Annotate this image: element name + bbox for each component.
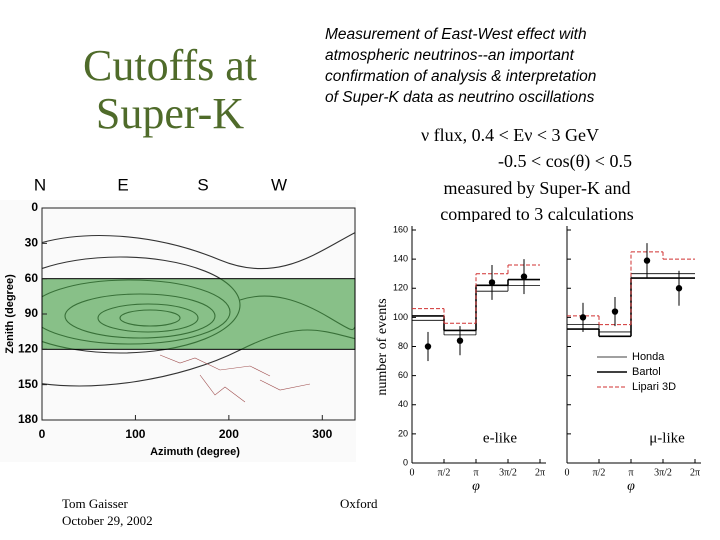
legend-label: Bartol — [632, 366, 661, 378]
date: October 29, 2002 — [62, 513, 153, 528]
y-tick-label: 60 — [25, 271, 39, 285]
x-axis-label: Azimuth (degree) — [150, 446, 240, 458]
y-tick-label: 100 — [393, 312, 408, 322]
direction: E — [117, 175, 128, 194]
description-line: atmospheric neutrinos--an important — [325, 47, 575, 64]
x-tick-label: 100 — [125, 427, 145, 441]
x-tick-label: 0 — [565, 467, 570, 478]
caption-line: compared to 3 calculations — [440, 204, 633, 224]
coastline — [159, 354, 311, 403]
y-tick-label: 150 — [18, 377, 38, 391]
y-tick-label: 180 — [18, 412, 38, 426]
caption-line: measured by Super-K and — [443, 178, 630, 198]
y-tick-label: 0 — [31, 200, 38, 214]
data-point — [488, 279, 496, 286]
y-tick-label: 20 — [398, 428, 408, 438]
author: Tom Gaisser — [62, 496, 129, 511]
data-point — [675, 285, 683, 292]
legend-label: Lipari 3D — [632, 381, 676, 393]
figure-background — [368, 222, 708, 497]
y-tick-label: 0 — [403, 457, 408, 467]
y-tick-label: 60 — [398, 370, 408, 380]
y-tick-label: 80 — [398, 341, 408, 351]
description-line: of Super-K data as neutrino oscillations — [325, 89, 595, 106]
data-point — [579, 314, 587, 321]
highlight-band — [41, 278, 356, 350]
coastlines — [159, 354, 311, 403]
data-point — [643, 257, 651, 264]
x-axis-label: φ — [472, 479, 480, 494]
x-tick-label: 3π/2 — [654, 467, 672, 478]
x-tick-label: π/2 — [438, 467, 451, 478]
direction: S — [197, 175, 208, 194]
x-tick-label: 2π — [535, 467, 545, 478]
title: Super-K — [96, 89, 244, 138]
x-tick-label: π/2 — [593, 467, 606, 478]
legend-label: Honda — [632, 351, 665, 363]
panel-label: μ-like — [649, 430, 685, 446]
description-line: Measurement of East-West effect with — [325, 26, 587, 43]
x-tick-label: 200 — [219, 427, 239, 441]
x-tick-label: 0 — [410, 467, 415, 478]
data-point — [456, 337, 464, 344]
caption-line: ν flux, 0.4 < Eν < 3 GeV — [421, 125, 599, 145]
direction: N — [34, 175, 46, 194]
description: Measurement of East-West effect with atm… — [325, 26, 596, 106]
x-tick-label: 300 — [312, 427, 332, 441]
x-tick-label: π — [628, 467, 633, 478]
y-tick-label: 40 — [398, 399, 408, 409]
y-tick-label: 90 — [25, 306, 39, 320]
y-tick-label: 120 — [393, 283, 408, 293]
title: Cutoffs at — [83, 41, 257, 90]
x-tick-label: 0 — [39, 427, 46, 441]
x-tick-label: 2π — [690, 467, 700, 478]
y-tick-label: 160 — [393, 224, 408, 234]
contour — [42, 232, 355, 270]
y-tick-label: 120 — [18, 342, 38, 356]
caption-line: -0.5 < cos(θ) < 0.5 — [498, 151, 632, 172]
description-line: confirmation of analysis & interpretatio… — [325, 68, 596, 85]
y-axis-label: number of events — [375, 298, 390, 395]
y-tick-label: 140 — [393, 254, 408, 264]
x-axis-label: φ — [627, 479, 635, 494]
caption: ν flux, 0.4 < Eν < 3 GeV -0.5 < cos(θ) <… — [421, 125, 634, 224]
data-point — [424, 343, 432, 350]
panel-label: e-like — [483, 430, 517, 446]
place: Oxford — [340, 496, 378, 511]
y-tick-label: 30 — [25, 236, 39, 250]
direction: W — [271, 175, 287, 194]
x-tick-label: π — [473, 467, 478, 478]
data-point — [520, 273, 528, 280]
data-point — [611, 308, 619, 315]
x-tick-label: 3π/2 — [499, 467, 517, 478]
y-axis-label: Zenith (degree) — [4, 274, 16, 354]
